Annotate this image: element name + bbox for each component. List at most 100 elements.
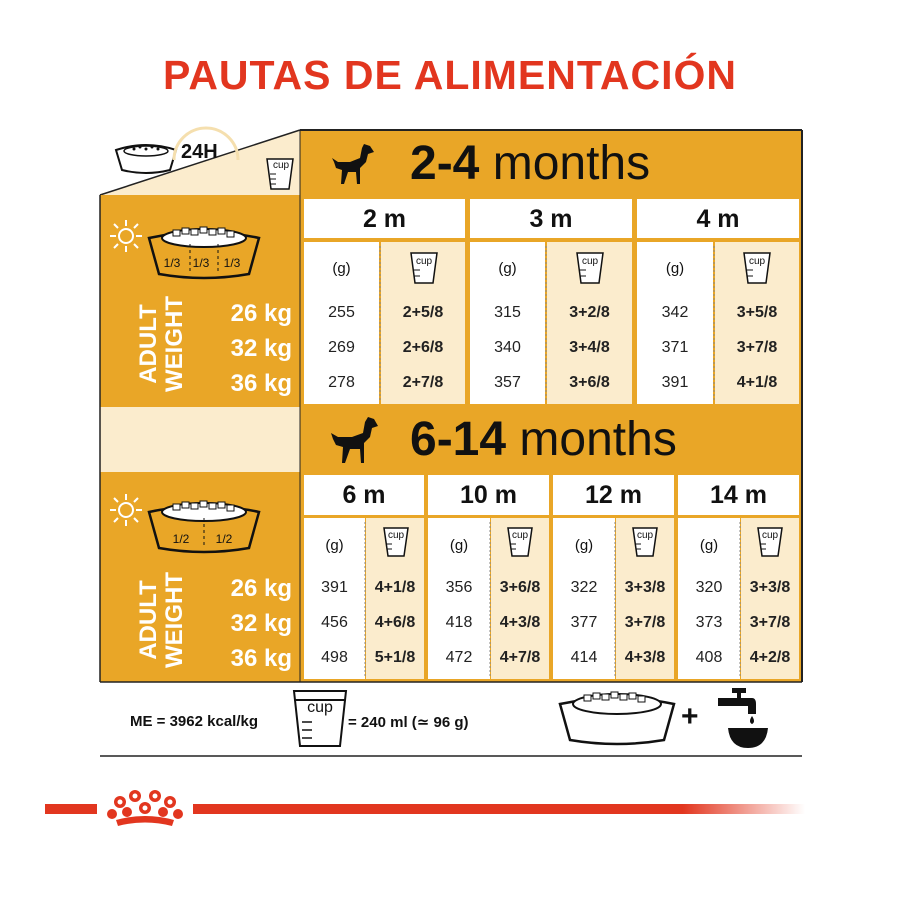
grams-value: 356 <box>445 579 473 596</box>
grams-value: 255 <box>328 304 355 321</box>
weight-32: 32 kg <box>230 610 292 637</box>
month-header: 2 m <box>362 205 407 233</box>
cups-value: 3+3/8 <box>624 579 666 596</box>
grams-value: 498 <box>321 649 348 666</box>
cup-equivalence-text: = 240 ml (≃ 96 g) <box>348 714 469 731</box>
month-header: 6 m <box>342 481 386 509</box>
cups-value: 5+1/8 <box>374 649 416 666</box>
grams-value: 371 <box>661 339 689 356</box>
fraction-label: 1/3 <box>192 256 210 270</box>
moon-icon <box>268 496 280 520</box>
cup-icon <box>410 252 438 284</box>
page-title: PAUTAS DE ALIMENTACIÓN <box>163 52 737 98</box>
cup-icon <box>507 527 533 557</box>
grams-value: 391 <box>321 579 348 596</box>
cups-value: 3+6/8 <box>569 374 610 391</box>
cup-label: cup <box>511 530 529 541</box>
grams-value: 418 <box>445 614 473 631</box>
adult-weight-label: ADULT WEIGHT <box>135 296 188 392</box>
fraction-label: 1/3 <box>223 256 241 270</box>
bowl-icon <box>114 144 178 174</box>
cup-icon <box>743 252 771 284</box>
cup-label: cup <box>272 160 290 171</box>
grams-value: 269 <box>328 339 355 356</box>
cup-label: cup <box>415 256 433 267</box>
cups-value: 4+3/8 <box>624 649 666 666</box>
cups-value: 3+3/8 <box>749 579 791 596</box>
grams-value: 377 <box>570 614 598 631</box>
section2-header-band <box>300 407 802 472</box>
fraction-label: 1/2 <box>172 532 190 546</box>
crown-logo-icon <box>107 790 183 826</box>
cups-value: 3+7/8 <box>736 339 778 356</box>
cup-label: cup <box>387 530 405 541</box>
cup-label: cup <box>636 530 654 541</box>
cups-value: 4+7/8 <box>499 649 541 666</box>
grams-value: 456 <box>321 614 348 631</box>
grams-unit: (g) <box>665 260 685 277</box>
cup-label: cup <box>761 530 779 541</box>
cups-value: 4+1/8 <box>374 579 416 596</box>
clock-icon <box>172 126 240 161</box>
grams-value: 373 <box>695 614 723 631</box>
ribbon-left <box>45 804 97 814</box>
cup-icon <box>383 527 409 557</box>
grams-unit: (g) <box>449 537 469 554</box>
header-24h-label: 24H <box>181 141 218 163</box>
water-tap-icon <box>718 688 768 748</box>
month-header: 4 m <box>696 205 740 233</box>
grams-unit: (g) <box>574 537 594 554</box>
cup-label: cup <box>748 256 766 267</box>
dog-icon <box>332 144 374 184</box>
plus-sign: + <box>681 700 699 733</box>
month-header: 14 m <box>710 481 767 509</box>
month-header: 3 m <box>529 205 573 233</box>
cup-icon <box>576 252 604 284</box>
month-header: 12 m <box>585 481 642 509</box>
sun-icon <box>110 220 142 252</box>
cups-value: 4+3/8 <box>499 614 541 631</box>
section1-header-band <box>300 130 802 195</box>
cup-label: cup <box>581 256 599 267</box>
bowl-icon <box>558 691 676 746</box>
weight-32: 32 kg <box>230 335 292 362</box>
cup-icon <box>292 690 348 747</box>
cup-icon <box>632 527 658 557</box>
grams-unit: (g) <box>699 537 719 554</box>
ribbon-right <box>193 804 805 814</box>
cups-value: 3+7/8 <box>624 614 666 631</box>
grams-value: 340 <box>494 339 521 356</box>
grams-value: 408 <box>695 649 723 666</box>
grams-unit: (g) <box>498 260 517 277</box>
bowl-icon <box>147 500 261 554</box>
cups-value: 3+6/8 <box>499 579 541 596</box>
cup-label: cup <box>307 699 333 716</box>
section2-header-cream <box>100 407 300 472</box>
grams-value: 322 <box>570 579 598 596</box>
grams-value: 320 <box>695 579 723 596</box>
grams-value: 357 <box>494 374 521 391</box>
cups-value: 3+5/8 <box>736 304 778 321</box>
adult-weight-label: ADULT WEIGHT <box>135 572 188 668</box>
section1-range: 2-4 months <box>410 137 651 190</box>
dog-icon <box>331 417 378 463</box>
cup-icon <box>266 158 294 190</box>
moon-icon <box>268 222 280 246</box>
cups-value: 3+4/8 <box>569 339 610 356</box>
grams-value: 391 <box>661 374 689 391</box>
cups-value: 3+2/8 <box>569 304 610 321</box>
month-header: 10 m <box>460 481 517 509</box>
grams-value: 278 <box>328 374 355 391</box>
grams-value: 315 <box>494 304 521 321</box>
cup-icon <box>757 527 783 557</box>
section2-range: 6-14 months <box>410 413 677 466</box>
bowl-icon <box>147 226 261 280</box>
weight-26: 26 kg <box>230 300 292 327</box>
fraction-label: 1/2 <box>215 532 233 546</box>
energy-text: ME = 3962 kcal/kg <box>130 713 258 730</box>
fraction-label: 1/3 <box>163 256 181 270</box>
grams-value: 342 <box>661 304 689 321</box>
weight-36: 36 kg <box>230 370 292 397</box>
cups-value: 2+5/8 <box>402 304 444 321</box>
